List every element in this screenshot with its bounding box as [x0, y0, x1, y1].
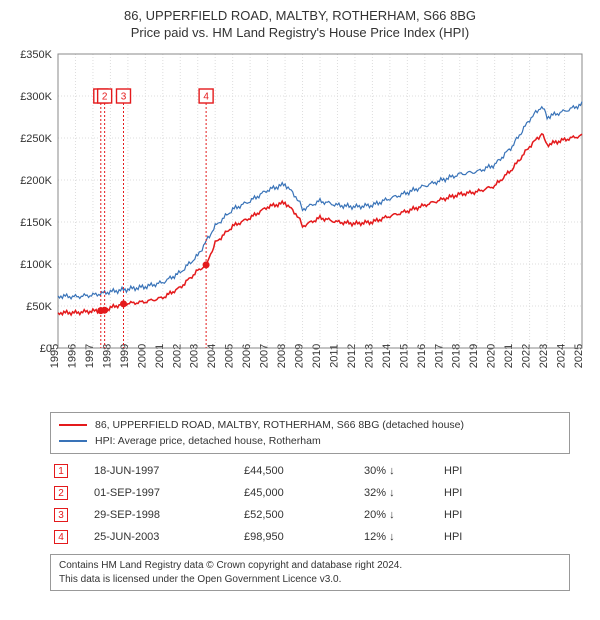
title-block: 86, UPPERFIELD ROAD, MALTBY, ROTHERHAM, …: [10, 8, 590, 40]
event-dot: [101, 307, 108, 314]
legend-swatch-property: [59, 424, 87, 426]
footer-line2: This data is licensed under the Open Gov…: [59, 573, 561, 587]
x-tick-label: 1996: [66, 344, 78, 368]
x-tick-label: 1999: [119, 344, 131, 368]
event-number: 4: [203, 92, 209, 103]
x-tick-label: 2024: [556, 344, 568, 368]
event-price: £98,950: [240, 526, 360, 548]
event-date: 25-JUN-2003: [90, 526, 240, 548]
legend-label-hpi: HPI: Average price, detached house, Roth…: [95, 435, 321, 447]
event-pct: 20% ↓: [360, 504, 440, 526]
x-tick-label: 2005: [224, 344, 236, 368]
event-marker-box: 2: [54, 486, 68, 500]
event-price: £45,000: [240, 482, 360, 504]
x-tick-label: 2008: [276, 344, 288, 368]
x-tick-label: 2000: [136, 344, 148, 368]
x-tick-label: 2023: [538, 344, 550, 368]
event-marker-box: 3: [54, 508, 68, 522]
x-tick-label: 2004: [206, 344, 218, 368]
footer-line1: Contains HM Land Registry data © Crown c…: [59, 559, 561, 573]
title-line1: 86, UPPERFIELD ROAD, MALTBY, ROTHERHAM, …: [10, 8, 590, 23]
y-tick-label: £150K: [20, 217, 52, 229]
event-date: 18-JUN-1997: [90, 460, 240, 482]
legend-swatch-hpi: [59, 440, 87, 442]
legend-label-property: 86, UPPERFIELD ROAD, MALTBY, ROTHERHAM, …: [95, 419, 464, 431]
event-ref: HPI: [440, 504, 570, 526]
y-tick-label: £50K: [26, 301, 52, 313]
title-line2: Price paid vs. HM Land Registry's House …: [10, 25, 590, 40]
y-tick-label: £100K: [20, 259, 52, 271]
x-tick-label: 2001: [154, 344, 166, 368]
x-tick-label: 2014: [381, 344, 393, 368]
x-tick-label: 2019: [468, 344, 480, 368]
x-tick-label: 2017: [433, 344, 445, 368]
price-chart: £0£50K£100K£150K£200K£250K£300K£350K1995…: [10, 46, 590, 406]
table-row: 4 25-JUN-2003£98,95012% ↓HPI: [50, 526, 570, 548]
x-tick-label: 2012: [346, 344, 358, 368]
event-ref: HPI: [440, 460, 570, 482]
x-tick-label: 2002: [171, 344, 183, 368]
x-tick-label: 2016: [416, 344, 428, 368]
event-marker-box: 4: [54, 530, 68, 544]
x-tick-label: 1998: [101, 344, 113, 368]
x-tick-label: 2013: [363, 344, 375, 368]
x-tick-label: 2010: [311, 344, 323, 368]
x-tick-label: 2021: [503, 344, 515, 368]
legend-row: HPI: Average price, detached house, Roth…: [59, 433, 561, 449]
y-tick-label: £200K: [20, 175, 52, 187]
event-marker-box: 1: [54, 464, 68, 478]
x-tick-label: 2003: [189, 344, 201, 368]
y-tick-label: £300K: [20, 91, 52, 103]
event-date: 01-SEP-1997: [90, 482, 240, 504]
x-tick-label: 2022: [521, 344, 533, 368]
legend-box: 86, UPPERFIELD ROAD, MALTBY, ROTHERHAM, …: [50, 412, 570, 454]
legend-row: 86, UPPERFIELD ROAD, MALTBY, ROTHERHAM, …: [59, 417, 561, 433]
event-date: 29-SEP-1998: [90, 504, 240, 526]
footer-box: Contains HM Land Registry data © Crown c…: [50, 554, 570, 591]
table-row: 1 18-JUN-1997£44,50030% ↓HPI: [50, 460, 570, 482]
x-tick-label: 2020: [486, 344, 498, 368]
x-tick-label: 2015: [398, 344, 410, 368]
events-table: 118-JUN-1997£44,50030% ↓HPI201-SEP-1997£…: [50, 460, 570, 548]
x-tick-label: 1997: [84, 344, 96, 368]
event-price: £52,500: [240, 504, 360, 526]
y-tick-label: £350K: [20, 49, 52, 61]
event-pct: 12% ↓: [360, 526, 440, 548]
x-tick-label: 1995: [49, 344, 61, 368]
x-tick-label: 2018: [451, 344, 463, 368]
event-pct: 32% ↓: [360, 482, 440, 504]
y-tick-label: £250K: [20, 133, 52, 145]
x-tick-label: 2009: [294, 344, 306, 368]
event-dot: [203, 261, 210, 268]
table-row: 3 29-SEP-1998£52,50020% ↓HPI: [50, 504, 570, 526]
event-ref: HPI: [440, 526, 570, 548]
event-number: 3: [121, 92, 127, 103]
event-pct: 30% ↓: [360, 460, 440, 482]
event-number: 2: [102, 92, 108, 103]
x-tick-label: 2007: [259, 344, 271, 368]
event-dot: [120, 300, 127, 307]
x-tick-label: 2025: [573, 344, 585, 368]
x-tick-label: 2006: [241, 344, 253, 368]
table-row: 2 01-SEP-1997£45,00032% ↓HPI: [50, 482, 570, 504]
event-ref: HPI: [440, 482, 570, 504]
event-price: £44,500: [240, 460, 360, 482]
